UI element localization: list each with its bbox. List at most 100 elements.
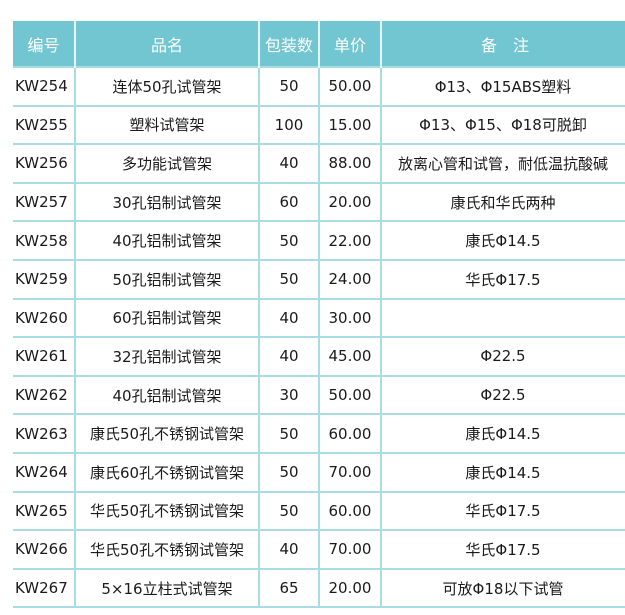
header-pack: 包装数	[258, 21, 319, 67]
cell-note: Φ22.5	[380, 374, 625, 415]
cell-price: 20.00	[318, 181, 381, 222]
cell-pack: 60	[258, 181, 319, 222]
table-row: KW266 华氏50孔不锈钢试管架 40 70.00 华氏Φ17.5	[13, 529, 625, 569]
cell-code: KW260	[13, 297, 75, 338]
header-name: 品名	[74, 21, 259, 67]
cell-pack: 40	[258, 336, 319, 376]
cell-pack: 40	[258, 143, 319, 183]
note-text: Φ13、Φ15ABS塑料	[434, 77, 572, 96]
cell-note: 可放Φ18以下试管	[380, 567, 625, 609]
cell-name: 40孔铝制试管架	[74, 220, 259, 260]
table-row: KW256 多功能试管架 40 88.00 放离心管和试管，耐低温抗酸碱	[13, 143, 625, 183]
cell-note: 康氏Φ14.5	[380, 413, 625, 453]
cell-name: 多功能试管架	[74, 143, 259, 183]
cell-code: KW256	[13, 143, 75, 183]
cell-price: 24.00	[318, 258, 381, 299]
cell-name: 华氏50孔不锈钢试管架	[74, 529, 259, 569]
cell-code: KW264	[13, 451, 75, 492]
table-row: KW264 康氏60孔不锈钢试管架 50 70.00 康氏Φ14.5	[13, 451, 625, 492]
cell-code: KW263	[13, 413, 75, 453]
header-price: 单价	[318, 21, 381, 67]
cell-pack: 50	[258, 258, 319, 299]
cell-note: 华氏Φ17.5	[380, 490, 625, 531]
cell-note: Φ22.5	[380, 336, 625, 376]
cell-note: 康氏和华氏两种	[380, 181, 625, 222]
table-row: KW263 康氏50孔不锈钢试管架 50 60.00 康氏Φ14.5	[13, 413, 625, 453]
note-text: Φ22.5	[480, 386, 526, 405]
cell-code: KW257	[13, 181, 75, 222]
cell-name: 5×16立柱式试管架	[74, 567, 259, 609]
cell-code: KW267	[13, 567, 75, 609]
note-text: 康氏Φ14.5	[465, 232, 541, 251]
cell-note: 康氏Φ14.5	[380, 451, 625, 492]
table-row: KW261 32孔铝制试管架 40 45.00 Φ22.5	[13, 336, 625, 376]
table-row: KW258 40孔铝制试管架 50 22.00 康氏Φ14.5	[13, 220, 625, 260]
cell-note: 康氏Φ14.5	[380, 220, 625, 260]
cell-code: KW266	[13, 529, 75, 569]
cell-price: 88.00	[318, 143, 381, 183]
cell-price: 50.00	[318, 374, 381, 415]
cell-note: Φ13、Φ15、Φ18可脱卸	[380, 104, 625, 145]
cell-price: 70.00	[318, 451, 381, 492]
cell-name: 康氏60孔不锈钢试管架	[74, 451, 259, 492]
note-text: 华氏Φ17.5	[465, 540, 541, 559]
note-text: Φ13、Φ15、Φ18可脱卸	[419, 116, 587, 135]
cell-pack: 100	[258, 104, 319, 145]
cell-name: 40孔铝制试管架	[74, 374, 259, 415]
cell-name: 50孔铝制试管架	[74, 258, 259, 299]
cell-note: 华氏Φ17.5	[380, 258, 625, 299]
table-row: KW259 50孔铝制试管架 50 24.00 华氏Φ17.5	[13, 258, 625, 299]
cell-name: 30孔铝制试管架	[74, 181, 259, 222]
table-row: KW262 40孔铝制试管架 30 50.00 Φ22.5	[13, 374, 625, 415]
cell-name: 康氏50孔不锈钢试管架	[74, 413, 259, 453]
cell-code: KW261	[13, 336, 75, 376]
note-text: 康氏和华氏两种	[450, 193, 556, 212]
cell-pack: 65	[258, 567, 319, 609]
cell-price: 30.00	[318, 297, 381, 338]
cell-name: 60孔铝制试管架	[74, 297, 259, 338]
table-row: KW254 连体50孔试管架 50 50.00 Φ13、Φ15ABS塑料	[13, 66, 625, 106]
cell-pack: 50	[258, 220, 319, 260]
cell-price: 45.00	[318, 336, 381, 376]
cell-pack: 50	[258, 451, 319, 492]
cell-name: 连体50孔试管架	[74, 66, 259, 106]
header-note: 备 注	[380, 21, 625, 67]
table-row: KW255 塑料试管架 100 15.00 Φ13、Φ15、Φ18可脱卸	[13, 104, 625, 145]
cell-name: 华氏50孔不锈钢试管架	[74, 490, 259, 531]
note-text: 放离心管和试管，耐低温抗酸碱	[397, 154, 608, 173]
cell-pack: 50	[258, 490, 319, 531]
cell-price: 15.00	[318, 104, 381, 145]
cell-name: 32孔铝制试管架	[74, 336, 259, 376]
note-text: Φ22.5	[480, 347, 526, 366]
cell-pack: 40	[258, 529, 319, 569]
note-text: 可放Φ18以下试管	[442, 579, 564, 598]
note-text: 康氏Φ14.5	[465, 425, 541, 444]
table-row: KW260 60孔铝制试管架 40 30.00	[13, 297, 625, 338]
cell-code: KW259	[13, 258, 75, 299]
header-code: 编号	[13, 21, 75, 67]
cell-price: 60.00	[318, 413, 381, 453]
cell-price: 70.00	[318, 529, 381, 569]
table-row: KW267 5×16立柱式试管架 65 20.00 可放Φ18以下试管	[13, 567, 625, 609]
product-table: 编号 品名 包装数 单价 备 注 KW254 连体50孔试管架 50 50.00 Φ13…	[13, 21, 625, 609]
header-row: 编号 品名 包装数 单价 备 注	[13, 21, 625, 67]
cell-price: 20.00	[318, 567, 381, 609]
cell-code: KW262	[13, 374, 75, 415]
cell-note: 放离心管和试管，耐低温抗酸碱	[380, 143, 625, 183]
cell-price: 60.00	[318, 490, 381, 531]
note-text: 华氏Φ17.5	[465, 502, 541, 521]
note-text: 康氏Φ14.5	[465, 463, 541, 482]
cell-pack: 50	[258, 413, 319, 453]
cell-pack: 40	[258, 297, 319, 338]
cell-pack: 30	[258, 374, 319, 415]
note-text: 华氏Φ17.5	[465, 270, 541, 289]
cell-pack: 50	[258, 66, 319, 106]
cell-name: 塑料试管架	[74, 104, 259, 145]
table-row: KW265 华氏50孔不锈钢试管架 50 60.00 华氏Φ17.5	[13, 490, 625, 531]
cell-note: Φ13、Φ15ABS塑料	[380, 66, 625, 106]
cell-code: KW254	[13, 66, 75, 106]
cell-code: KW255	[13, 104, 75, 145]
cell-note: 华氏Φ17.5	[380, 529, 625, 569]
cell-price: 22.00	[318, 220, 381, 260]
table-row: KW257 30孔铝制试管架 60 20.00 康氏和华氏两种	[13, 181, 625, 222]
